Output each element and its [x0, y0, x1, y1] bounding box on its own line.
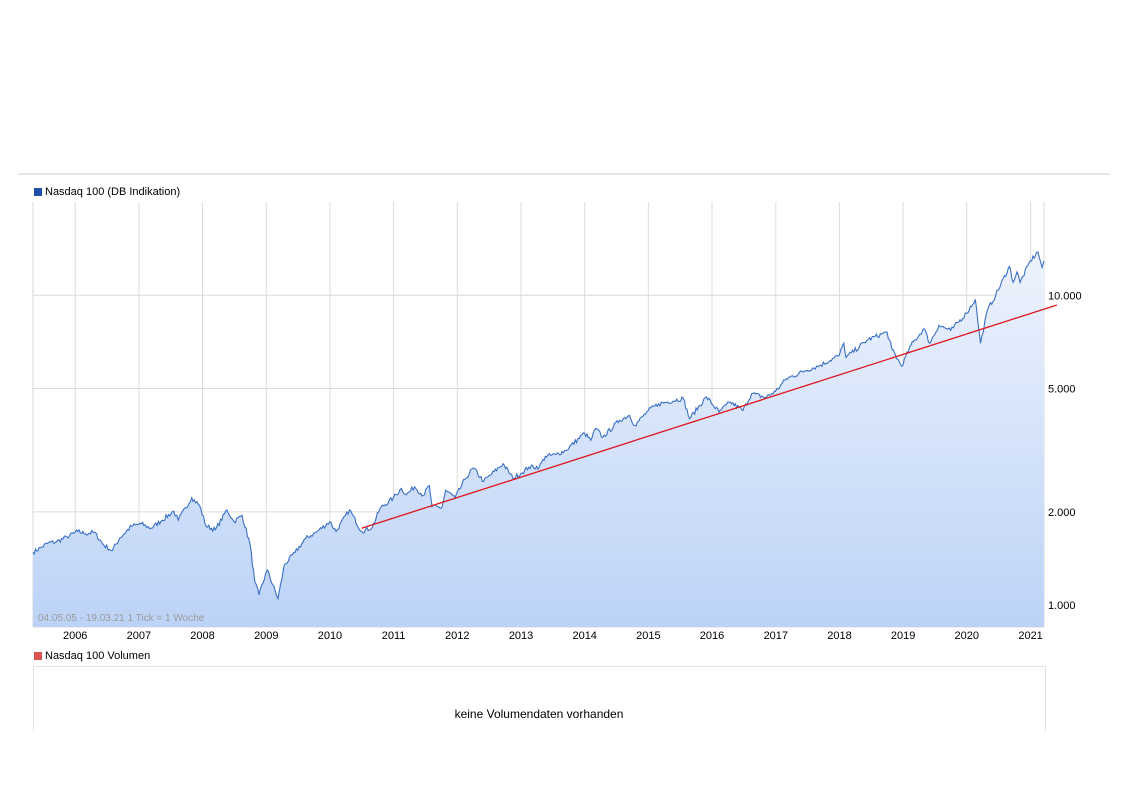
date-range-label: 04.05.05 - 19.03.21 1 Tick = 1 Woche [38, 613, 205, 624]
volume-legend-label: Nasdaq 100 Volumen [45, 650, 151, 662]
price-legend-label: Nasdaq 100 (DB Indikation) [45, 186, 181, 198]
x-tick-label: 2008 [190, 630, 214, 642]
y-tick-label: 5.000 [1048, 384, 1076, 396]
volume-empty-message: keine Volumendaten vorhanden [454, 707, 624, 721]
x-tick-label: 2011 [382, 630, 406, 642]
x-tick-label: 2019 [891, 630, 915, 642]
x-tick-label: 2021 [1018, 630, 1042, 642]
top-separator [18, 173, 1110, 175]
x-tick-label: 2015 [636, 630, 660, 642]
y-tick-label: 1.000 [1048, 600, 1076, 612]
price-area-fill [33, 251, 1044, 627]
x-tick-label: 2006 [63, 630, 87, 642]
price-series-line [32, 251, 1045, 601]
volume-legend: Nasdaq 100 Volumen [34, 650, 150, 662]
price-legend: Nasdaq 100 (DB Indikation) [34, 186, 180, 198]
x-tick-label: 2018 [827, 630, 851, 642]
x-tick-label: 2017 [764, 630, 788, 642]
x-tick-label: 2010 [318, 630, 342, 642]
y-tick-label: 10.000 [1048, 290, 1082, 302]
x-tick-label: 2007 [127, 630, 151, 642]
x-tick-label: 2016 [700, 630, 724, 642]
x-tick-label: 2013 [509, 630, 533, 642]
volume-panel [33, 666, 1046, 731]
trendline [361, 304, 1058, 529]
y-tick-label: 2.000 [1048, 507, 1076, 519]
volume-legend-swatch [34, 652, 42, 660]
x-tick-label: 2020 [955, 630, 979, 642]
x-tick-label: 2009 [254, 630, 278, 642]
x-tick-label: 2014 [572, 630, 596, 642]
price-legend-swatch [34, 188, 42, 196]
x-tick-label: 2012 [445, 630, 469, 642]
